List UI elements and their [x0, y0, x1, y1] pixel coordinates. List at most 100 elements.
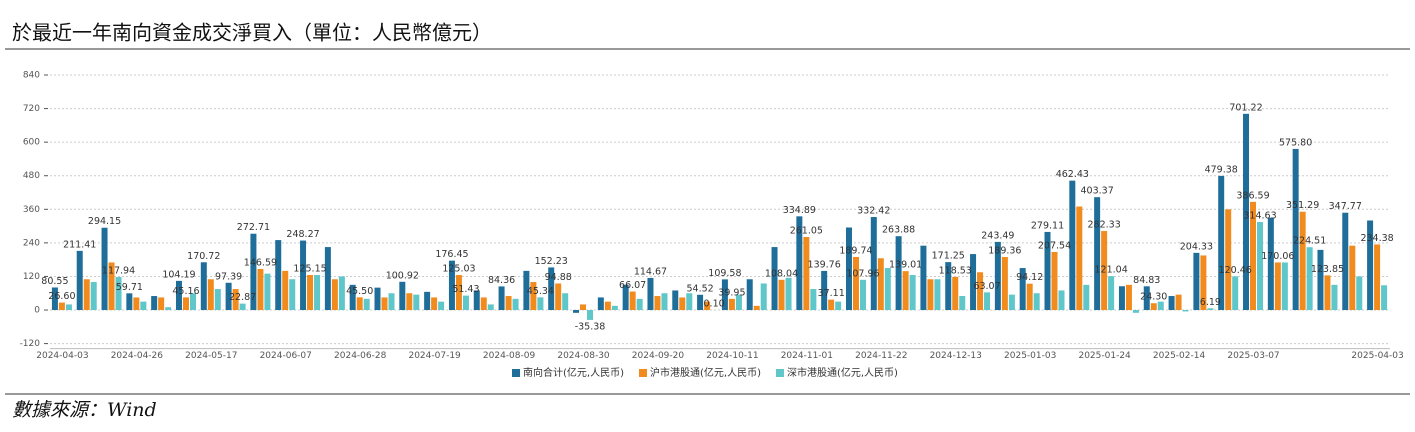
x-tick-label: 2024-11-01: [781, 351, 833, 361]
bar: [1317, 249, 1324, 311]
bar: [859, 279, 866, 311]
bar: [945, 262, 952, 311]
bar: [870, 217, 877, 311]
bar: [374, 287, 381, 311]
data-label: 84.36: [488, 275, 515, 286]
bar: [289, 279, 296, 311]
data-label: 84.83: [1133, 275, 1160, 286]
bar: [424, 291, 431, 311]
data-label: 66.07: [619, 280, 646, 291]
bar: [300, 240, 307, 311]
bar: [548, 267, 555, 311]
data-label: 125.15: [293, 264, 326, 275]
data-label: 80.55: [41, 276, 68, 287]
bar: [1267, 217, 1274, 311]
bar: [1175, 294, 1182, 311]
bar: [760, 283, 767, 311]
bar: [455, 275, 462, 311]
bar: [1001, 257, 1008, 311]
bar: [399, 281, 406, 311]
data-label: 125.03: [442, 264, 475, 275]
bar: [679, 297, 686, 311]
data-label: 701.22: [1229, 102, 1262, 113]
data-label: 386.59: [1236, 190, 1269, 201]
bar: [1094, 197, 1101, 311]
bar: [604, 301, 611, 311]
data-label: 294.15: [88, 216, 121, 227]
bar: [587, 310, 594, 320]
bar: [845, 227, 852, 311]
bar: [165, 307, 172, 311]
x-tick-label: 2024-06-28: [334, 351, 387, 361]
bar: [597, 297, 604, 311]
data-label: 347.77: [1329, 201, 1362, 212]
bar: [1299, 211, 1306, 311]
y-tick-label: -120: [20, 339, 41, 349]
data-label: 6.19: [1200, 297, 1221, 308]
x-tick-label: 2024-10-11: [706, 351, 758, 361]
bar: [977, 272, 984, 311]
x-tick-label: 2024-09-20: [632, 351, 685, 361]
bar: [1108, 276, 1115, 311]
x-tick-label: 2025-02-14: [1153, 351, 1206, 361]
bar: [189, 293, 196, 311]
data-label: 211.41: [63, 239, 96, 250]
bar: [902, 271, 909, 311]
bar: [1342, 212, 1349, 311]
bar: [512, 298, 519, 311]
bar: [324, 247, 331, 311]
bar: [629, 291, 636, 311]
bar: [661, 293, 668, 311]
bar: [909, 275, 916, 311]
bar: [473, 290, 480, 311]
bar: [622, 284, 629, 311]
bar: [1281, 262, 1288, 311]
bar: [884, 268, 891, 311]
bar: [746, 279, 753, 311]
bar: [1083, 284, 1090, 311]
bar: [356, 297, 363, 311]
bar: [83, 279, 90, 311]
bar: [1026, 283, 1033, 311]
y-tick-label: 840: [23, 71, 40, 81]
bar: [275, 240, 282, 311]
data-label: 0.10: [704, 298, 725, 309]
source: 數據來源：Wind: [12, 399, 157, 421]
bar: [1367, 220, 1374, 311]
bar: [1356, 276, 1363, 311]
bar: [555, 283, 562, 311]
bar: [1193, 252, 1200, 311]
bar: [920, 245, 927, 311]
data-label: 152.23: [535, 256, 568, 267]
bar: [200, 262, 207, 311]
data-label: 314.63: [1243, 210, 1276, 221]
bar: [530, 282, 537, 311]
bar: [821, 270, 828, 311]
data-label: 204.33: [1180, 241, 1213, 252]
bar: [1143, 286, 1150, 311]
bar: [796, 216, 803, 311]
bar: [753, 305, 760, 311]
data-label: 117.94: [102, 266, 135, 277]
data-label: 104.19: [162, 269, 195, 280]
chart-title: 於最近一年南向資金成交淨買入（單位：人民幣億元）: [12, 21, 492, 45]
bar: [803, 236, 810, 311]
bar: [934, 279, 941, 311]
bar: [994, 241, 1001, 311]
data-label: 37.11: [818, 288, 845, 299]
bar: [413, 294, 420, 311]
bar: [771, 247, 778, 311]
bar: [1225, 209, 1232, 311]
data-label: 108.04: [765, 268, 798, 279]
x-tick-label: 2025-04-03: [1351, 351, 1403, 361]
x-tick-label: 2024-05-17: [185, 351, 237, 361]
data-label: 403.37: [1081, 186, 1114, 197]
bar: [1207, 308, 1214, 311]
data-label: 63.07: [973, 281, 1000, 292]
legend-swatch: [775, 369, 784, 377]
bar: [338, 276, 345, 311]
bar: [1292, 148, 1299, 311]
bar: [778, 279, 785, 311]
bar: [952, 276, 959, 311]
bar: [785, 277, 792, 311]
